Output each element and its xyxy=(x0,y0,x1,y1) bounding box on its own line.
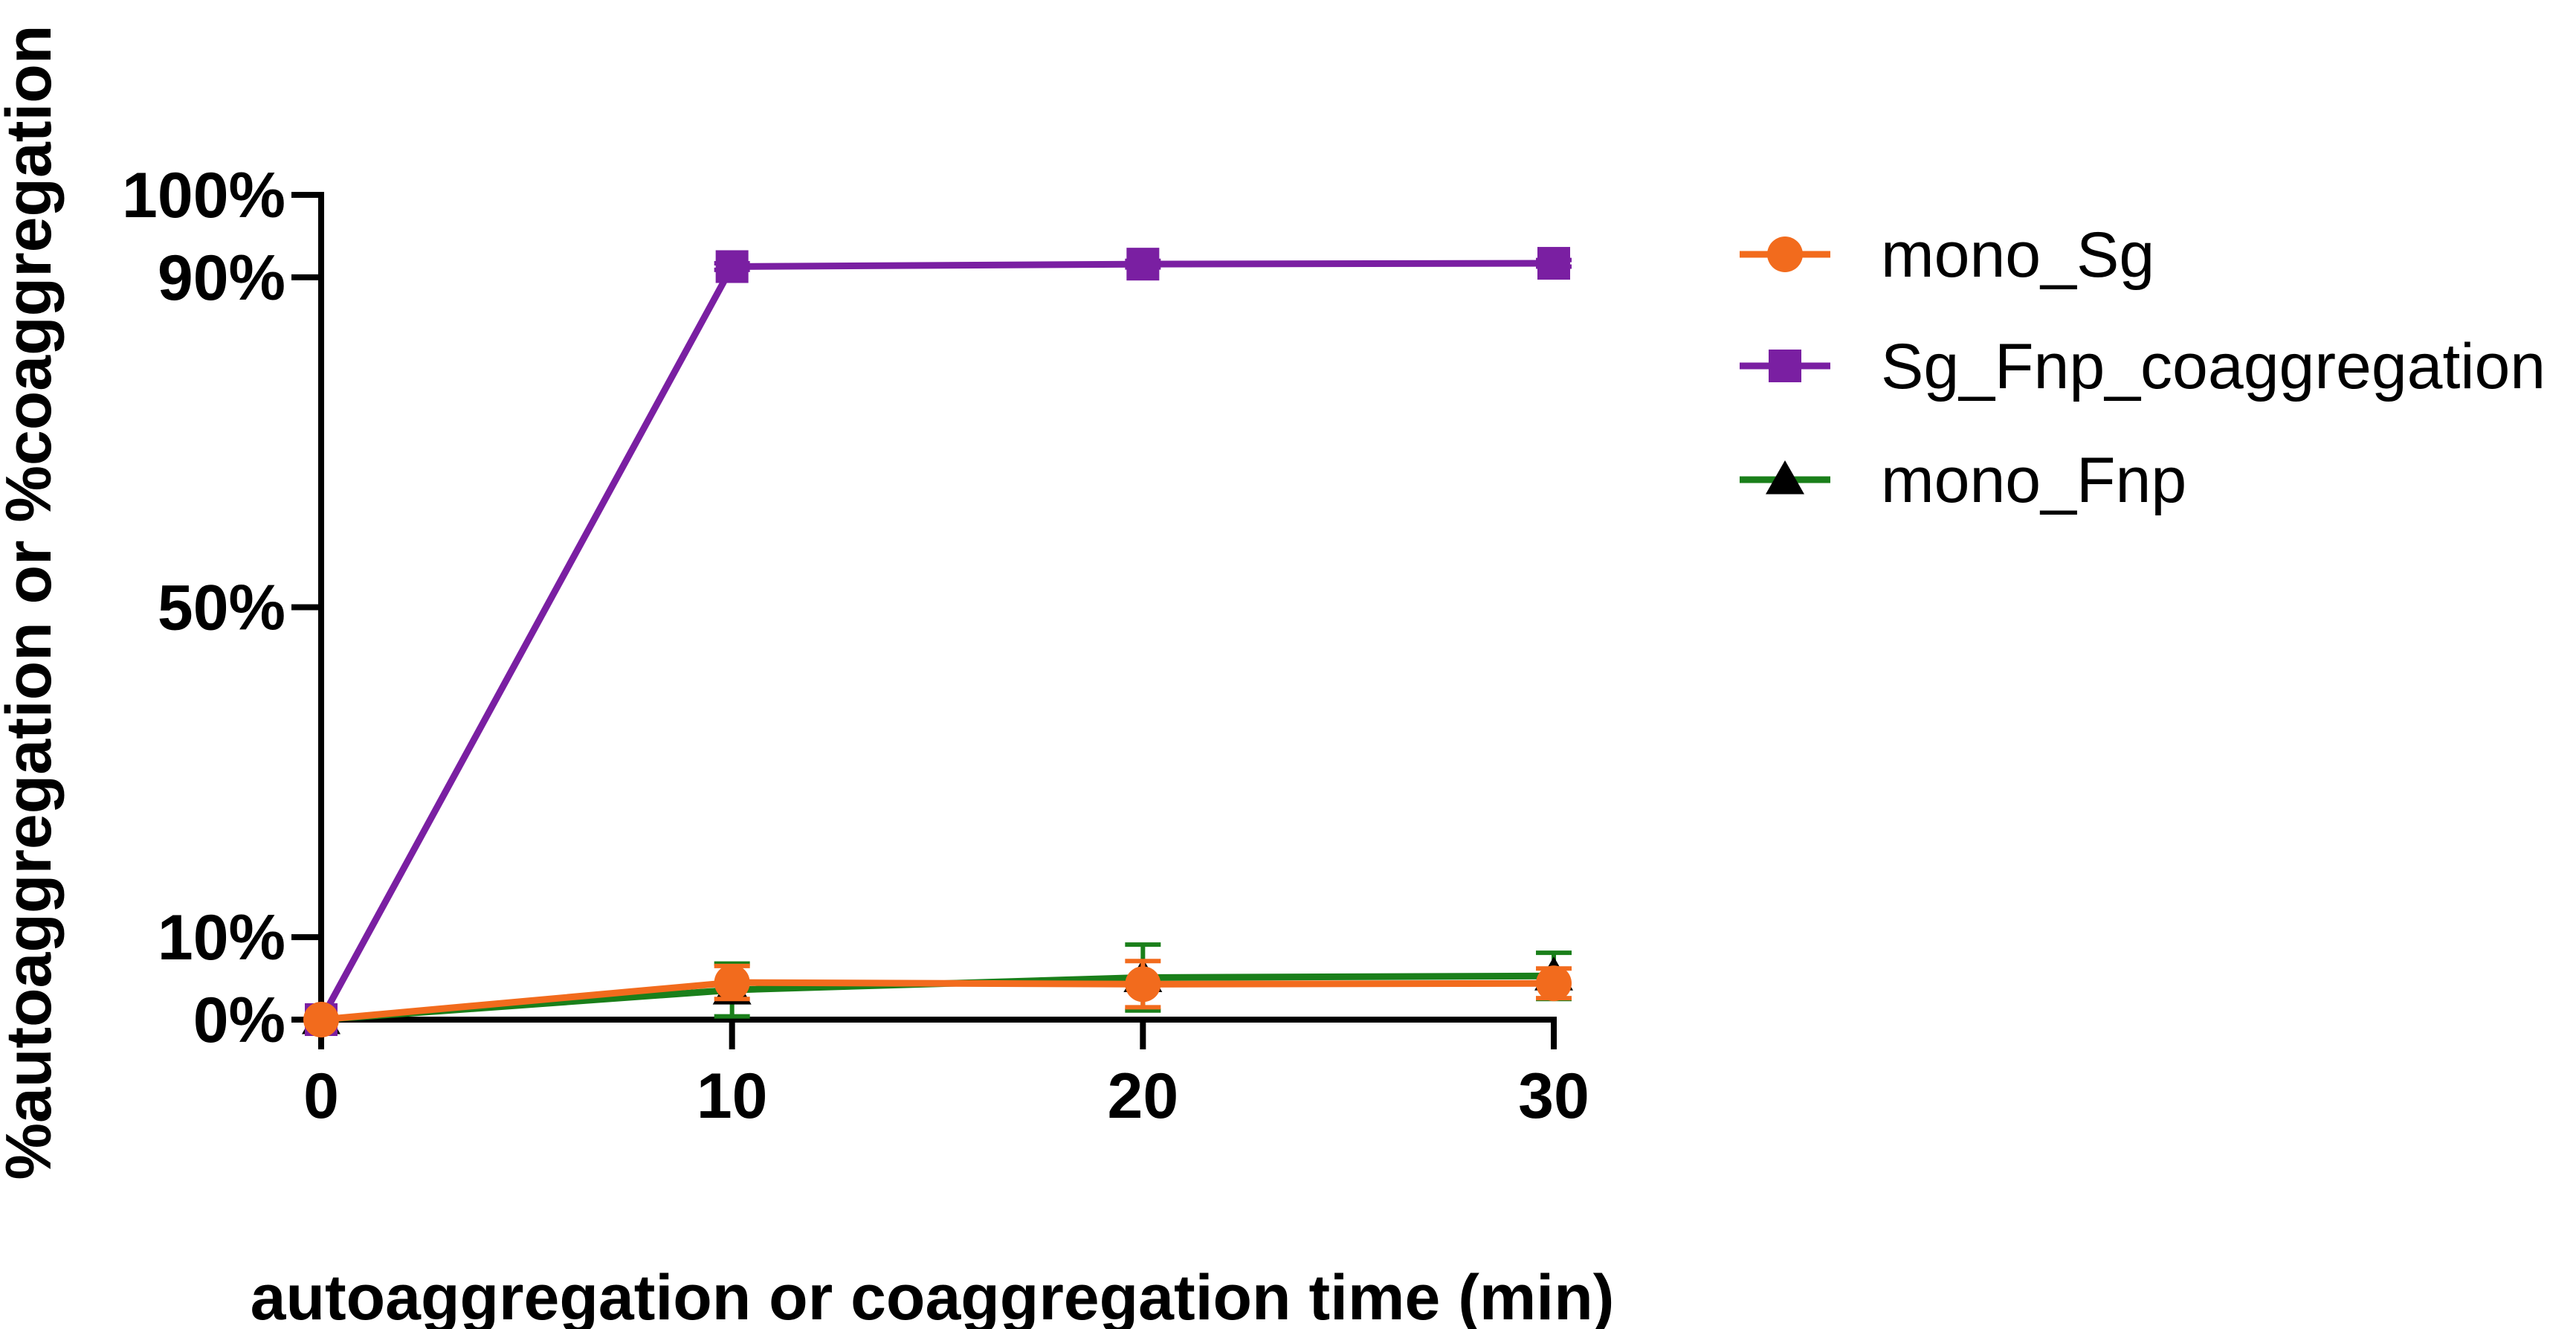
y-axis-title: %autoaggregation or %coaggregation xyxy=(0,25,65,1180)
x-ticks: 0 10 20 30 xyxy=(303,1020,1589,1132)
series-layer xyxy=(302,247,1573,1037)
legend: mono_Sg Sg_Fnp_coaggregation mono_Fnp xyxy=(1740,219,2546,516)
series-mono_Sg xyxy=(303,959,1572,1037)
x-tick-label: 10 xyxy=(697,1061,768,1132)
series-line xyxy=(318,260,1555,1022)
y-tick-label: 50% xyxy=(158,573,285,644)
legend-label: Sg_Fnp_coaggregation xyxy=(1881,331,2546,402)
data-point xyxy=(715,250,749,283)
legend-marker xyxy=(1769,350,1801,382)
x-tick-label: 20 xyxy=(1107,1061,1178,1132)
y-tick-label: 100% xyxy=(122,160,285,231)
data-point xyxy=(303,1002,339,1037)
series-Sg_Fnp_coaggregation xyxy=(305,247,1572,1036)
y-ticks: 0% 10% 50% 90% 100% xyxy=(122,160,321,1056)
legend-item: mono_Sg xyxy=(1740,219,2154,291)
legend-item: mono_Fnp xyxy=(1740,445,2186,516)
data-point xyxy=(714,965,750,1001)
axes: 0% 10% 50% 90% 100% 0 10 20 30 xyxy=(122,160,1589,1132)
x-tick-label: 0 xyxy=(303,1061,339,1132)
x-axis-title: autoaggregation or coaggregation time (m… xyxy=(251,1262,1615,1329)
legend-label: mono_Fnp xyxy=(1881,445,2186,516)
x-tick-label: 30 xyxy=(1518,1061,1589,1132)
data-point xyxy=(1125,966,1161,1003)
data-point xyxy=(1536,965,1572,1002)
y-tick-label: 0% xyxy=(193,985,285,1056)
data-point xyxy=(1126,248,1160,281)
legend-item: Sg_Fnp_coaggregation xyxy=(1740,331,2546,402)
legend-marker xyxy=(1766,460,1804,495)
y-tick-label: 10% xyxy=(158,902,285,974)
series-line xyxy=(320,979,1555,1023)
data-point xyxy=(1537,247,1570,280)
legend-label: mono_Sg xyxy=(1881,219,2154,291)
legend-marker xyxy=(1767,236,1803,272)
y-tick-label: 90% xyxy=(158,242,285,314)
